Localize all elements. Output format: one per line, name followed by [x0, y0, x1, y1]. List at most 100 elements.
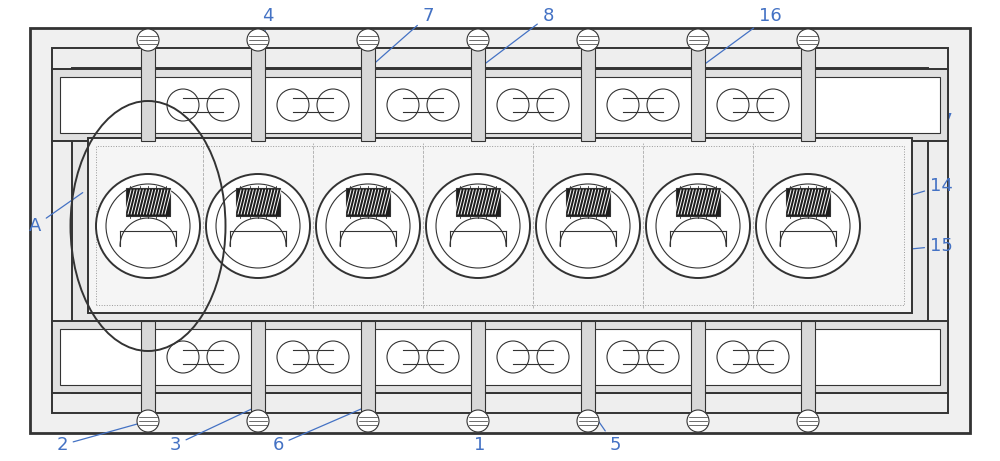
- Circle shape: [577, 29, 599, 51]
- Circle shape: [647, 89, 679, 121]
- Circle shape: [247, 410, 269, 432]
- Circle shape: [546, 184, 630, 268]
- Circle shape: [757, 341, 789, 373]
- Circle shape: [317, 89, 349, 121]
- Bar: [60, 329, 940, 385]
- Circle shape: [357, 410, 379, 432]
- Bar: [346, 188, 390, 216]
- Text: 2: 2: [56, 422, 145, 454]
- Circle shape: [646, 174, 750, 278]
- Bar: [801, 36, 815, 141]
- Text: 6: 6: [272, 407, 365, 454]
- Text: 16: 16: [700, 7, 781, 67]
- Circle shape: [497, 89, 529, 121]
- Circle shape: [647, 341, 679, 373]
- Bar: [60, 77, 940, 133]
- Circle shape: [436, 184, 520, 268]
- Circle shape: [607, 89, 639, 121]
- Text: 3: 3: [169, 407, 255, 454]
- Bar: [126, 188, 170, 216]
- Bar: [30, 28, 970, 433]
- Circle shape: [317, 341, 349, 373]
- Bar: [581, 36, 595, 141]
- Circle shape: [96, 174, 200, 278]
- Bar: [141, 321, 155, 425]
- Circle shape: [467, 29, 489, 51]
- Circle shape: [137, 29, 159, 51]
- Circle shape: [167, 89, 199, 121]
- Circle shape: [216, 184, 300, 268]
- Circle shape: [137, 410, 159, 432]
- Bar: [691, 36, 705, 141]
- Bar: [251, 321, 265, 425]
- Circle shape: [656, 184, 740, 268]
- Text: 5: 5: [590, 408, 621, 454]
- Text: 14: 14: [811, 177, 953, 225]
- Circle shape: [316, 174, 420, 278]
- Bar: [566, 188, 610, 216]
- Text: 4: 4: [259, 7, 274, 66]
- Bar: [403, 97, 443, 113]
- Text: A: A: [29, 193, 83, 235]
- Bar: [733, 349, 773, 365]
- Bar: [513, 97, 553, 113]
- Bar: [471, 321, 485, 425]
- Bar: [361, 36, 375, 141]
- Bar: [581, 321, 595, 425]
- Circle shape: [167, 341, 199, 373]
- Bar: [236, 188, 280, 216]
- Circle shape: [756, 174, 860, 278]
- Circle shape: [427, 341, 459, 373]
- Circle shape: [387, 341, 419, 373]
- Circle shape: [536, 174, 640, 278]
- Circle shape: [206, 174, 310, 278]
- Bar: [801, 321, 815, 425]
- Circle shape: [277, 341, 309, 373]
- Circle shape: [207, 89, 239, 121]
- Bar: [456, 188, 500, 216]
- Circle shape: [687, 29, 709, 51]
- Circle shape: [577, 410, 599, 432]
- Circle shape: [106, 184, 190, 268]
- Bar: [403, 349, 443, 365]
- Text: 17: 17: [810, 112, 953, 212]
- Circle shape: [797, 410, 819, 432]
- Circle shape: [537, 341, 569, 373]
- Bar: [513, 349, 553, 365]
- Bar: [293, 97, 333, 113]
- Circle shape: [247, 29, 269, 51]
- Circle shape: [427, 89, 459, 121]
- Bar: [72, 68, 928, 393]
- Bar: [623, 349, 663, 365]
- Bar: [623, 97, 663, 113]
- Bar: [251, 36, 265, 141]
- Bar: [183, 97, 223, 113]
- Circle shape: [687, 410, 709, 432]
- Circle shape: [757, 89, 789, 121]
- Circle shape: [357, 29, 379, 51]
- Circle shape: [797, 29, 819, 51]
- Circle shape: [426, 174, 530, 278]
- Circle shape: [467, 410, 489, 432]
- Bar: [786, 188, 830, 216]
- Text: 1: 1: [474, 409, 486, 454]
- Circle shape: [717, 341, 749, 373]
- Circle shape: [207, 341, 239, 373]
- Bar: [471, 36, 485, 141]
- Bar: [293, 349, 333, 365]
- Circle shape: [387, 89, 419, 121]
- Bar: [52, 321, 948, 393]
- Bar: [96, 146, 904, 305]
- Circle shape: [717, 89, 749, 121]
- Circle shape: [277, 89, 309, 121]
- Bar: [361, 321, 375, 425]
- Bar: [183, 349, 223, 365]
- Text: 7: 7: [370, 7, 434, 67]
- Circle shape: [607, 341, 639, 373]
- Bar: [88, 138, 912, 313]
- Bar: [141, 36, 155, 141]
- Bar: [52, 48, 948, 413]
- Text: 8: 8: [480, 7, 554, 67]
- Bar: [733, 97, 773, 113]
- Text: 15: 15: [893, 237, 953, 255]
